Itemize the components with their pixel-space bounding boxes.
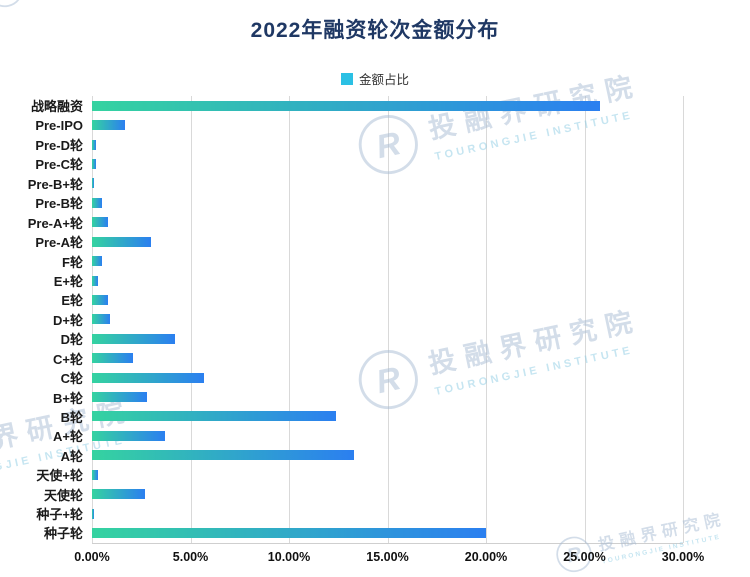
bar-A轮[interactable]	[92, 450, 354, 461]
bar-F轮[interactable]	[92, 256, 102, 267]
bar-row	[92, 135, 683, 154]
bar-rows	[92, 96, 683, 543]
bar-row	[92, 368, 683, 387]
bar-row	[92, 271, 683, 290]
x-axis-tick-label: 30.00%	[661, 550, 705, 564]
bar-D轮[interactable]	[92, 333, 175, 344]
category-label: 战略融资	[30, 99, 83, 115]
bar-row	[92, 213, 683, 232]
category-label: D轮	[60, 332, 83, 348]
bar-row	[92, 504, 683, 523]
bar-row	[92, 193, 683, 212]
category-label: E轮	[61, 293, 83, 309]
bar-row	[92, 174, 683, 193]
bar-row	[92, 523, 683, 542]
gridline	[387, 96, 389, 543]
gridline	[289, 96, 290, 543]
watermark-logo-letter: R	[0, 0, 15, 2]
category-label: Pre-IPO	[35, 117, 83, 133]
bar-row	[92, 387, 683, 406]
bar-天使+轮[interactable]	[92, 469, 98, 480]
bar-战略融资[interactable]	[92, 100, 601, 111]
gridline	[584, 96, 586, 543]
category-label: B+轮	[53, 390, 83, 406]
bar-种子+轮[interactable]	[92, 508, 94, 519]
gridline	[683, 96, 684, 543]
x-axis-tick-label: 0.00%	[74, 550, 110, 564]
bar-Pre-B轮[interactable]	[92, 197, 102, 208]
y-axis-category-labels: 战略融资 Pre-IPO Pre-D轮 Pre-C轮 Pre-B+轮 Pre-B轮 Pre-…	[0, 96, 88, 543]
category-label: Pre-C轮	[35, 157, 83, 173]
bar-row	[92, 426, 683, 445]
bar-D+轮[interactable]	[92, 314, 110, 325]
bar-row	[92, 329, 683, 348]
bar-row	[92, 407, 683, 426]
bar-row	[92, 154, 683, 173]
bar-Pre-B+轮[interactable]	[92, 178, 94, 189]
watermark: R 投融界研究院 TOURONGJIE INSTITUTE	[0, 0, 166, 12]
category-label: Pre-B轮	[35, 196, 83, 212]
bar-row	[92, 232, 683, 251]
bar-天使轮[interactable]	[92, 489, 146, 500]
category-label: 种子轮	[43, 526, 83, 542]
category-label: C+轮	[53, 351, 83, 367]
category-label: A轮	[60, 448, 83, 464]
bar-B轮[interactable]	[92, 411, 337, 422]
category-label: Pre-D轮	[35, 138, 83, 154]
x-axis-tick-label: 5.00%	[172, 550, 209, 564]
gridline	[190, 96, 192, 543]
category-label: 种子+轮	[36, 507, 83, 523]
legend-label: 金额占比	[358, 73, 409, 87]
x-axis-tick-label: 25.00%	[563, 550, 606, 564]
x-axis-tick-label: 15.00%	[366, 550, 409, 564]
x-axis-tick-label: 20.00%	[464, 550, 508, 564]
bar-row	[92, 484, 683, 503]
category-label: E+轮	[53, 274, 83, 289]
chart-title: 2022年融资轮次金额分布	[250, 19, 500, 42]
category-label: 天使+轮	[36, 468, 83, 484]
bar-row	[92, 96, 683, 115]
category-label: A+轮	[53, 429, 83, 445]
bar-row	[92, 446, 683, 465]
x-axis-tick-label: 10.00%	[267, 550, 311, 564]
legend-swatch	[340, 72, 353, 85]
gridline	[486, 96, 487, 543]
bar-Pre-IPO[interactable]	[92, 120, 126, 131]
plot-area	[92, 96, 684, 544]
bar-Pre-A+轮[interactable]	[92, 217, 108, 228]
bar-B+轮[interactable]	[92, 392, 148, 403]
category-label: 天使轮	[43, 487, 83, 503]
category-label: C轮	[60, 371, 83, 387]
category-label: B轮	[60, 409, 83, 425]
category-label: F轮	[62, 254, 83, 270]
x-axis: 0.00% 5.00% 10.00% 15.00% 20.00% 25.00% 30.00%	[74, 550, 704, 568]
bar-Pre-A轮[interactable]	[92, 236, 152, 247]
bar-row	[92, 115, 683, 134]
bar-row	[92, 251, 683, 270]
bar-A+轮[interactable]	[92, 430, 165, 441]
bar-C+轮[interactable]	[92, 353, 134, 364]
bar-row	[92, 465, 683, 484]
category-label: Pre-A轮	[35, 235, 83, 251]
bar-E轮[interactable]	[92, 294, 108, 305]
bar-row	[92, 310, 683, 329]
bar-C轮[interactable]	[92, 372, 205, 383]
category-label: Pre-B+轮	[27, 176, 83, 192]
category-label: Pre-A+轮	[27, 215, 83, 231]
watermark-logo-icon: R	[0, 0, 28, 12]
bar-种子轮[interactable]	[92, 527, 486, 538]
legend[interactable]: 金额占比	[0, 69, 750, 88]
bar-E+轮[interactable]	[92, 275, 98, 286]
bar-row	[92, 290, 683, 309]
bar-Pre-C轮[interactable]	[92, 158, 96, 169]
category-label: D+轮	[53, 312, 83, 328]
bar-Pre-D轮[interactable]	[92, 139, 96, 150]
bar-row	[92, 348, 683, 367]
